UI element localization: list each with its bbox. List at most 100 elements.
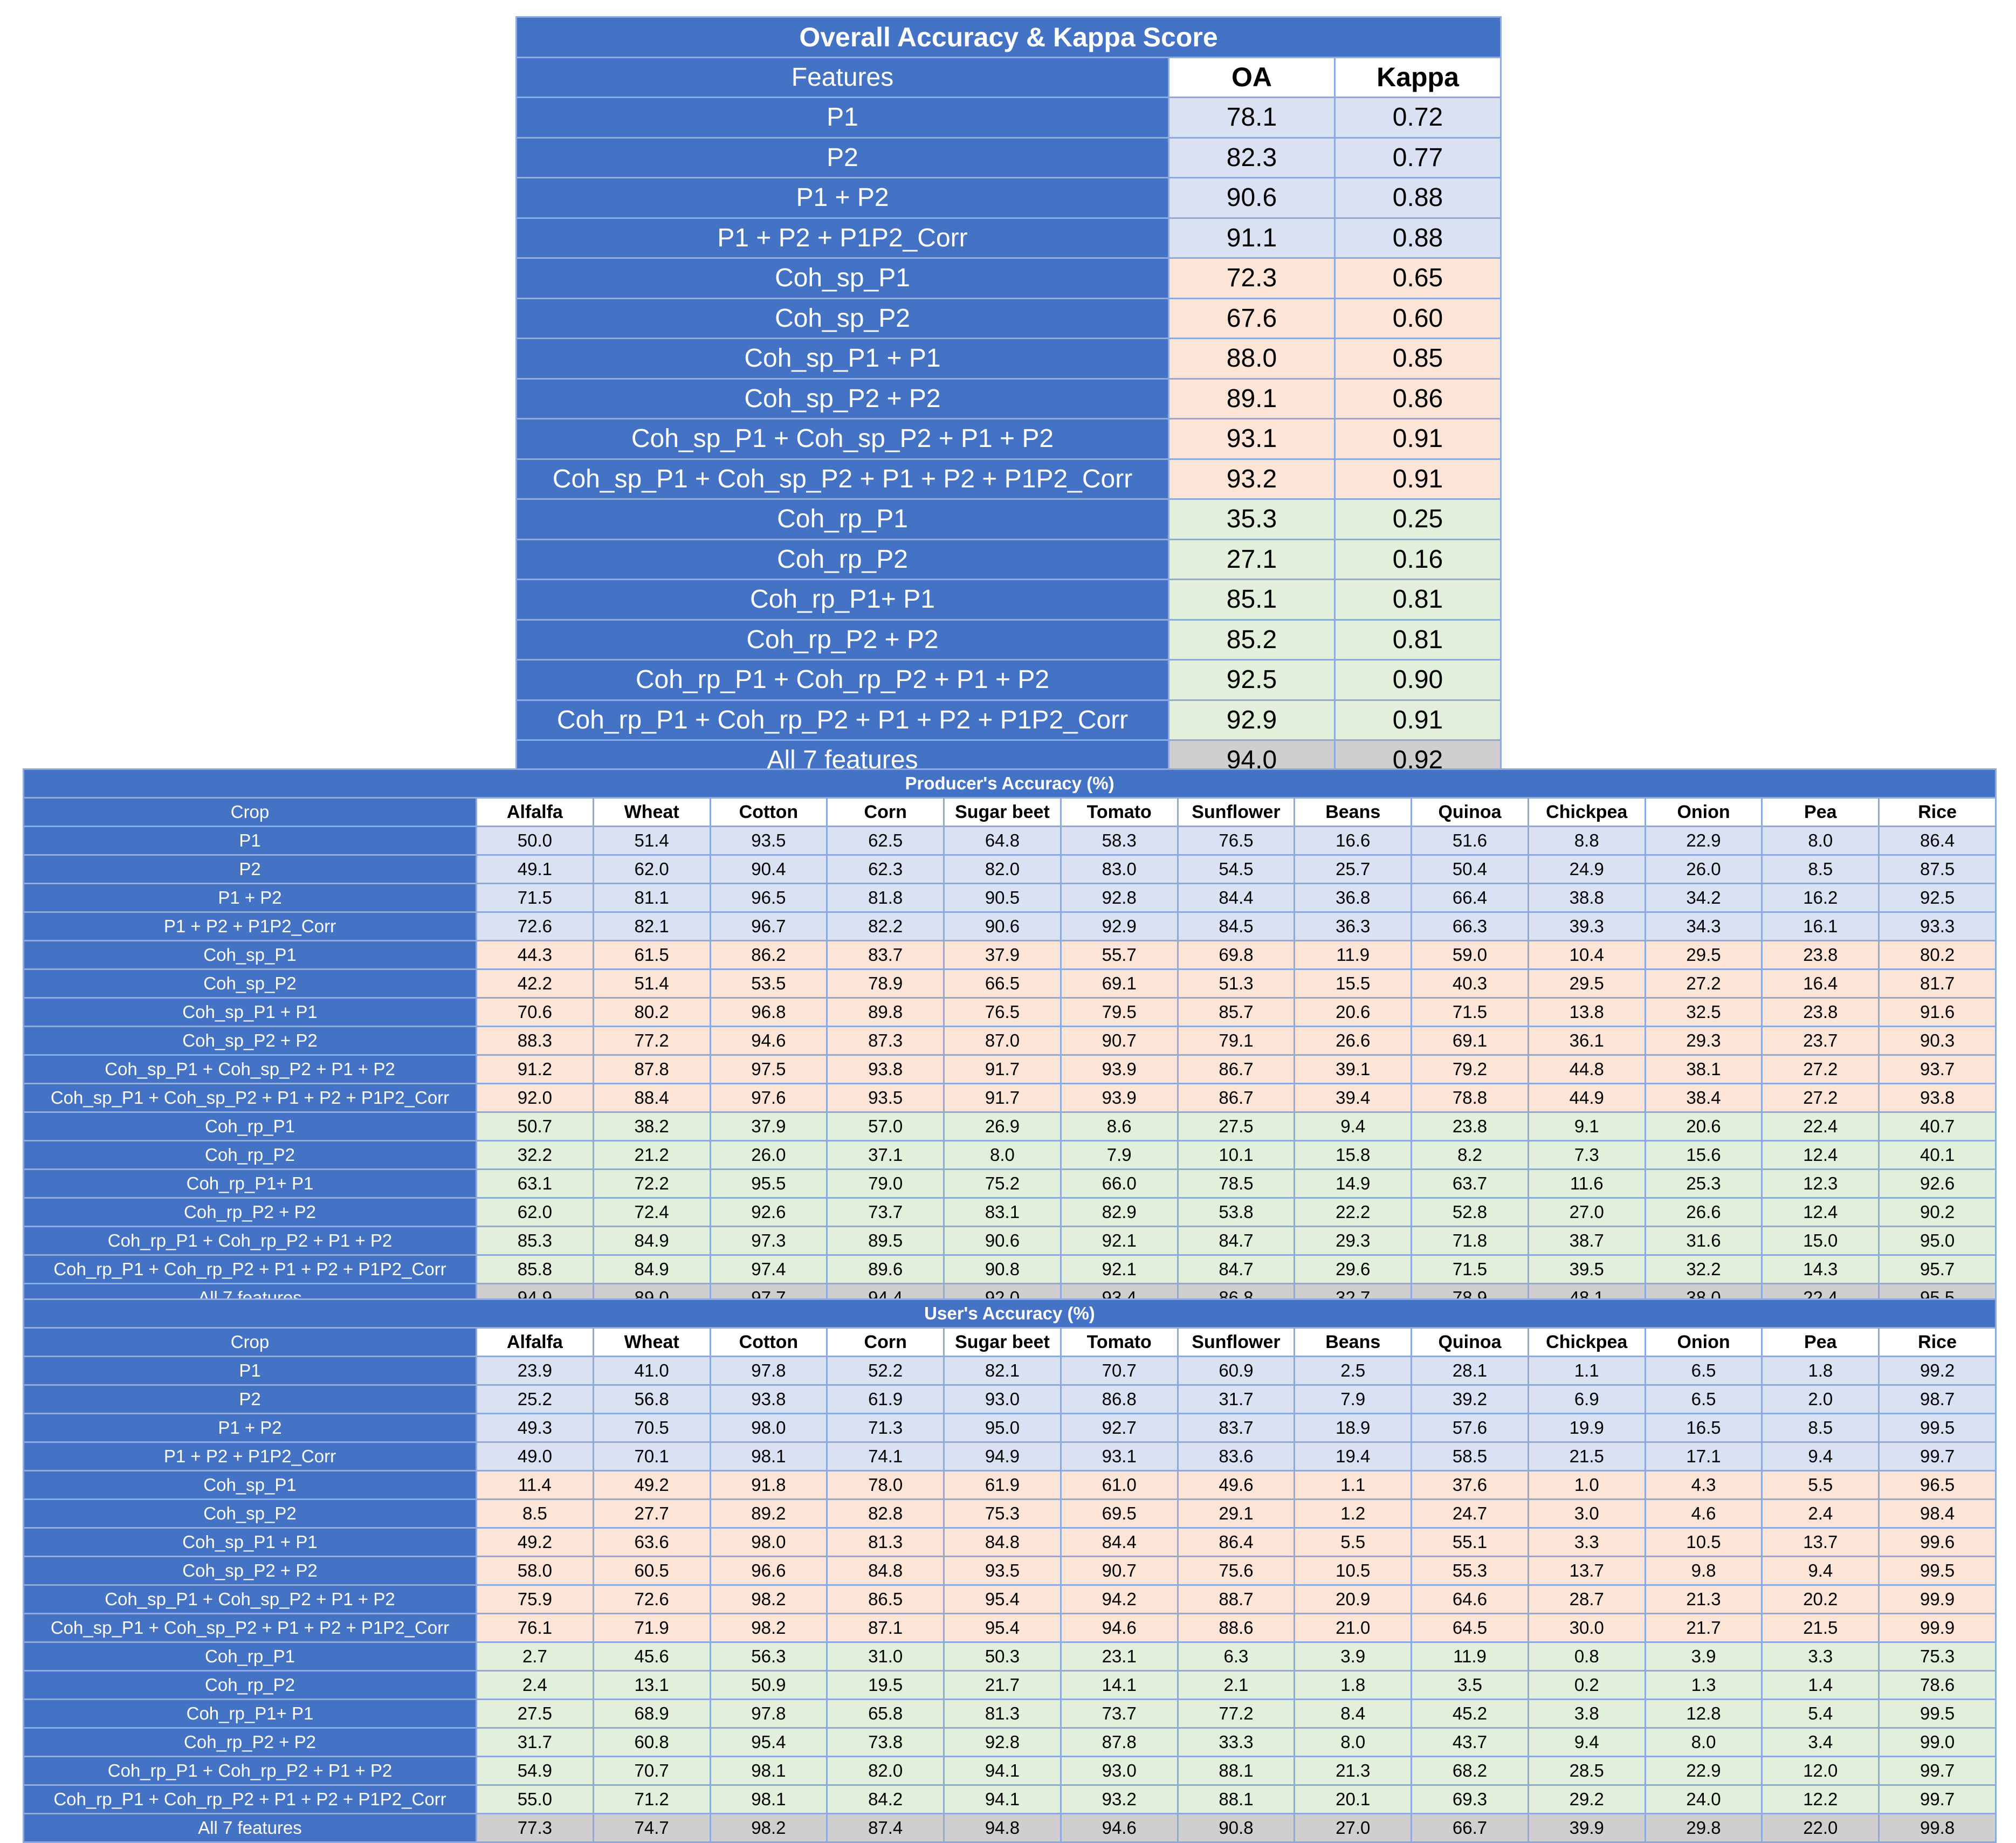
- ua-value: 94.6: [1059, 1813, 1179, 1843]
- oa-table-row: Coh_sp_P2 + P2 89.1 0.86: [515, 377, 1502, 420]
- pa-value: 84.5: [1176, 911, 1296, 941]
- pa-value: 95.0: [1878, 1226, 1997, 1256]
- ua-value: 1.2: [1293, 1498, 1413, 1529]
- pa-value: 72.2: [592, 1168, 711, 1199]
- feature-label: Coh_rp_P1 + Coh_rp_P2 + P1 + P2 + P1P2_C…: [515, 699, 1169, 741]
- ua-table-row: Coh_rp_P2 2.4 13.1 50.9 19.5 21.7 14.1 2.1 1.8 3.…: [23, 1670, 1997, 1700]
- pa-value: 84.7: [1176, 1226, 1296, 1256]
- pa-value: 66.3: [1410, 911, 1529, 941]
- pa-value: 79.2: [1410, 1054, 1529, 1084]
- pa-value: 25.3: [1644, 1168, 1763, 1199]
- pa-value: 53.8: [1176, 1197, 1296, 1227]
- feature-label: P1 + P2: [23, 1413, 477, 1443]
- ua-value: 91.8: [709, 1470, 828, 1500]
- feature-label: Coh_sp_P1 + P1: [23, 1527, 477, 1557]
- oa-value: 85.1: [1168, 579, 1336, 621]
- pa-value: 55.7: [1059, 940, 1179, 970]
- ua-value: 1.3: [1644, 1670, 1763, 1700]
- ua-value: 75.6: [1176, 1556, 1296, 1586]
- ua-value: 8.0: [1293, 1727, 1413, 1757]
- pa-value: 81.8: [826, 883, 945, 913]
- ua-value: 21.5: [1527, 1441, 1646, 1471]
- ua-value: 93.5: [943, 1556, 1062, 1586]
- pa-table-row: Coh_rp_P1 + Coh_rp_P2 + P1 + P2 85.3 84.9 9…: [23, 1226, 1997, 1256]
- crop-column-header: Pea: [1761, 1327, 1880, 1357]
- pa-value: 92.5: [1878, 883, 1997, 913]
- ua-value: 70.7: [592, 1756, 711, 1786]
- pa-value: 50.7: [476, 1111, 594, 1141]
- pa-value: 23.8: [1761, 940, 1880, 970]
- pa-value: 97.6: [709, 1083, 828, 1113]
- pa-value: 49.1: [476, 854, 594, 884]
- ua-value: 27.5: [476, 1698, 594, 1729]
- feature-label: P2: [515, 136, 1169, 178]
- feature-label: P1 + P2 + P1P2_Corr: [23, 911, 477, 941]
- ua-value: 55.1: [1410, 1527, 1529, 1557]
- pa-value: 69.1: [1059, 968, 1179, 999]
- pa-value: 69.8: [1176, 940, 1296, 970]
- ua-value: 7.9: [1293, 1384, 1413, 1414]
- ua-value: 27.7: [592, 1498, 711, 1529]
- pa-value: 77.2: [592, 1026, 711, 1056]
- ua-table-row: P1 + P2 + P1P2_Corr 49.0 70.1 98.1 74.1 94.9 9…: [23, 1441, 1997, 1471]
- feature-label: P1: [23, 826, 477, 856]
- pa-value: 92.8: [1059, 883, 1179, 913]
- ua-value: 74.7: [592, 1813, 711, 1843]
- pa-table-row: Coh_sp_P1 + Coh_sp_P2 + P1 + P2 91.2 87.8 9…: [23, 1054, 1997, 1084]
- crop-column-header: Rice: [1878, 797, 1997, 827]
- feature-label: Coh_sp_P1 + Coh_sp_P2 + P1 + P2 + P1P2_C…: [515, 458, 1169, 500]
- ua-value: 70.7: [1059, 1356, 1179, 1386]
- pa-value: 29.5: [1527, 968, 1646, 999]
- pa-value: 7.9: [1059, 1140, 1179, 1170]
- crop-column-header: Cotton: [709, 1327, 828, 1357]
- pa-value: 38.4: [1644, 1083, 1763, 1113]
- ua-value: 60.8: [592, 1727, 711, 1757]
- oa-table-row: Coh_sp_P1 + Coh_sp_P2 + P1 + P2 + P1P2_C…: [515, 458, 1502, 500]
- pa-value: 79.5: [1059, 997, 1179, 1027]
- pa-value: 15.6: [1644, 1140, 1763, 1170]
- pa-value: 97.5: [709, 1054, 828, 1084]
- oa-value: 72.3: [1168, 257, 1336, 299]
- ua-value: 98.2: [709, 1813, 828, 1843]
- ua-value: 76.1: [476, 1613, 594, 1643]
- feature-label: Coh_rp_P2: [23, 1670, 477, 1700]
- pa-value: 53.5: [709, 968, 828, 999]
- feature-label: Coh_sp_P1 + Coh_sp_P2 + P1 + P2 + P1P2_C…: [23, 1083, 477, 1113]
- kappa-value: 0.81: [1334, 579, 1502, 621]
- pa-value: 62.5: [826, 826, 945, 856]
- pa-table-row: Coh_rp_P1 + Coh_rp_P2 + P1 + P2 + P1P2_C…: [23, 1254, 1997, 1284]
- pa-value: 12.4: [1761, 1140, 1880, 1170]
- ua-value: 82.0: [826, 1756, 945, 1786]
- pa-value: 82.2: [826, 911, 945, 941]
- kappa-value: 0.91: [1334, 699, 1502, 741]
- kappa-value: 0.86: [1334, 377, 1502, 420]
- ua-value: 99.5: [1878, 1698, 1997, 1729]
- feature-label: Coh_sp_P1 + Coh_sp_P2 + P1 + P2: [23, 1584, 477, 1614]
- feature-label: Coh_sp_P2 + P2: [515, 377, 1169, 420]
- pa-value: 93.3: [1878, 911, 1997, 941]
- ua-value: 84.8: [943, 1527, 1062, 1557]
- pa-value: 81.1: [592, 883, 711, 913]
- pa-value: 38.7: [1527, 1226, 1646, 1256]
- pa-value: 82.9: [1059, 1197, 1179, 1227]
- pa-value: 71.8: [1410, 1226, 1529, 1256]
- ua-value: 10.5: [1293, 1556, 1413, 1586]
- ua-value: 21.7: [1644, 1613, 1763, 1643]
- ua-value: 56.8: [592, 1384, 711, 1414]
- pa-table-row: P1 50.0 51.4 93.5 62.5 64.8 58.3 76.5 16.6 51.6 8.…: [23, 826, 1997, 856]
- pa-value: 37.9: [709, 1111, 828, 1141]
- feature-label: Coh_sp_P2: [515, 297, 1169, 339]
- oa-table-row: Coh_rp_P1 35.3 0.25: [515, 498, 1502, 540]
- ua-value: 97.8: [709, 1698, 828, 1729]
- ua-table-row: Coh_sp_P2 + P2 58.0 60.5 96.6 84.8 93.5 90.7 75…: [23, 1556, 1997, 1586]
- pa-value: 37.1: [826, 1140, 945, 1170]
- pa-table-row: P2 49.1 62.0 90.4 62.3 82.0 83.0 54.5 25.7 50.4 24…: [23, 854, 1997, 884]
- ua-value: 3.3: [1761, 1641, 1880, 1672]
- pa-value: 8.2: [1410, 1140, 1529, 1170]
- ua-value: 31.7: [1176, 1384, 1296, 1414]
- pa-value: 64.8: [943, 826, 1062, 856]
- ua-value: 4.3: [1644, 1470, 1763, 1500]
- feature-label: Coh_rp_P1 + Coh_rp_P2 + P1 + P2 + P1P2_C…: [23, 1784, 477, 1814]
- pa-value: 72.6: [476, 911, 594, 941]
- pa-value: 88.3: [476, 1026, 594, 1056]
